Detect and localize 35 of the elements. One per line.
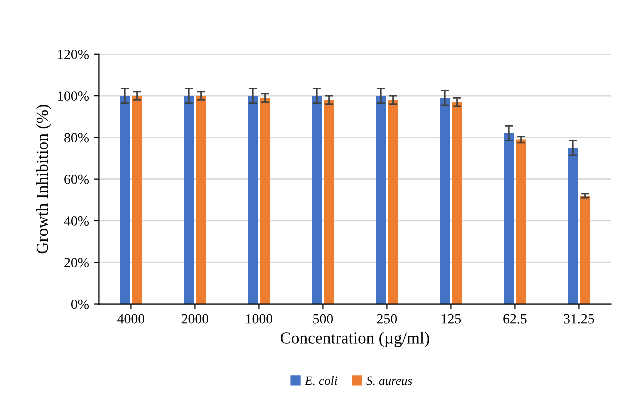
bar: [120, 96, 130, 304]
bar: [324, 100, 334, 304]
x-tick-label: 125: [442, 314, 462, 324]
x-tick-label: 31.25: [564, 314, 594, 324]
y-tick-label: 0%: [71, 300, 90, 310]
bar: [504, 134, 514, 304]
y-axis-title: Growth Inhibition (%): [36, 105, 52, 254]
y-tick-label: 60%: [64, 174, 90, 184]
bar: [440, 98, 450, 304]
bar: [376, 96, 386, 304]
x-tick-label: 62.5: [504, 314, 527, 324]
bar: [260, 98, 270, 304]
bar: [580, 196, 590, 304]
bar: [248, 96, 258, 304]
bar: [388, 100, 398, 304]
bar: [196, 96, 206, 304]
bar: [184, 96, 194, 304]
x-tick-label: 4000: [118, 314, 145, 324]
bar: [132, 96, 142, 304]
x-tick-label: 250: [377, 314, 398, 324]
legend-label: S. aureus: [366, 376, 412, 386]
y-tick-label: 100%: [58, 92, 90, 102]
x-tick-label: 2000: [182, 314, 209, 324]
y-tick-label: 120%: [58, 50, 90, 60]
bar: [568, 148, 578, 304]
bar: [516, 140, 526, 304]
legend-label: E. coli: [305, 376, 338, 386]
y-tick-label: 20%: [64, 258, 90, 268]
x-tick-label: 1000: [246, 314, 273, 324]
y-tick-label: 80%: [64, 133, 90, 143]
bar: [312, 96, 322, 304]
x-axis-title: Concentration (µg/ml): [280, 332, 430, 348]
x-tick-label: 500: [314, 314, 334, 324]
bar: [452, 102, 462, 304]
y-tick-label: 40%: [64, 216, 90, 226]
